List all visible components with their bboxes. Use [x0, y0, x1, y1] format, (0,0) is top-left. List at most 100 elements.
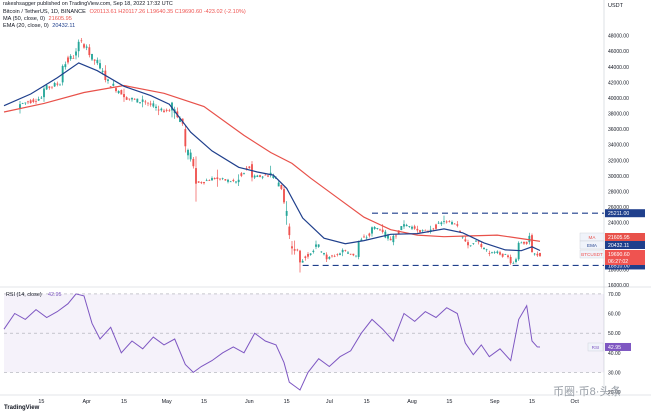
candle-body: [168, 110, 171, 112]
candle-body: [405, 224, 408, 227]
candle-body: [533, 253, 536, 255]
candle-body: [64, 64, 67, 68]
price-tick-label: 44000.00: [608, 65, 629, 71]
candle-body: [387, 234, 389, 239]
candle-body: [267, 175, 269, 177]
ma-legend-label: MA (50, close, 0): [3, 16, 45, 22]
candle-body: [187, 149, 189, 156]
candle-body: [160, 108, 163, 111]
time-tick-label: Jul: [326, 399, 333, 405]
time-tick-label: 15: [121, 399, 127, 405]
candle-body: [248, 166, 251, 169]
candle-body: [496, 251, 499, 253]
candle-body: [96, 59, 99, 64]
candle-body: [421, 230, 424, 232]
symbol-title: Bitcoin / TetherUS, 1D, BINANCE: [3, 9, 86, 15]
price-tick-label: 32000.00: [608, 158, 629, 164]
time-tick-label: 15: [201, 399, 207, 405]
rsi-value: 42.95: [48, 292, 62, 298]
candle-body: [520, 242, 523, 244]
candle-body: [205, 180, 208, 182]
candle-body: [139, 102, 141, 103]
time-tick-label: Jun: [245, 399, 254, 405]
candle-body: [536, 253, 539, 256]
candle-body: [485, 249, 488, 251]
candle-body: [531, 235, 533, 253]
candle-body: [240, 173, 243, 176]
time-tick-label: 15: [529, 399, 535, 405]
candle-body: [163, 110, 165, 112]
candle-body: [259, 175, 261, 177]
candle-body: [315, 244, 317, 247]
candle-body: [200, 182, 203, 184]
price-tick-label: 42000.00: [608, 80, 629, 86]
price-tick-label: 30000.00: [608, 174, 629, 180]
candle-body: [304, 256, 307, 258]
price-label-box: [605, 257, 645, 265]
candle-body: [381, 229, 384, 232]
candle-body: [469, 245, 472, 247]
rsi-tick-label: 60.00: [608, 312, 621, 318]
price-label-box: [605, 250, 645, 258]
price-label: 20432.11: [608, 243, 629, 249]
candle-body: [277, 182, 280, 187]
candle-body: [296, 249, 299, 251]
candle-body: [165, 109, 168, 111]
candle-body: [21, 103, 24, 104]
symbol-header: Bitcoin / TetherUS, 1D, BINANCE O20113.6…: [3, 9, 248, 16]
rsi-tick-label: 30.00: [608, 370, 621, 376]
candle-body: [72, 57, 75, 59]
price-label: 19690.60: [608, 252, 630, 258]
rsi-label-box: [605, 342, 631, 351]
candle-body: [325, 254, 328, 260]
candle-body: [232, 179, 235, 181]
candle-body: [499, 252, 501, 255]
candle-body: [283, 189, 285, 203]
candle-body: [269, 172, 272, 176]
candle-body: [285, 210, 288, 216]
candle-body: [317, 244, 320, 247]
candle-body: [501, 253, 504, 257]
price-label-box: [605, 233, 645, 241]
candle-body: [27, 101, 29, 103]
candle-body: [523, 241, 525, 244]
time-tick-label: Sep: [490, 399, 500, 405]
candle-body: [291, 246, 293, 249]
candle-body: [504, 254, 507, 255]
candle-body: [395, 235, 397, 237]
candle-body: [192, 158, 195, 167]
candle-body: [40, 97, 43, 99]
candle-body: [91, 53, 93, 60]
candle-body: [389, 238, 392, 241]
candle-body: [109, 86, 112, 88]
candle-body: [293, 249, 296, 251]
candle-body: [459, 231, 461, 232]
candle-body: [379, 229, 381, 231]
candle-body: [392, 235, 395, 243]
candle-body: [443, 221, 445, 222]
price-tick-label: 36000.00: [608, 127, 629, 133]
candle-body: [299, 250, 301, 263]
candle-body: [349, 253, 352, 255]
candle-body: [363, 236, 365, 238]
price-tick-label: 24000.00: [608, 221, 629, 227]
level-label: 25211.00: [608, 211, 629, 217]
candle-body: [51, 86, 53, 88]
candle-body: [45, 85, 48, 90]
rsi-tick-label: 20.00: [608, 390, 621, 396]
candle-body: [347, 252, 349, 254]
candle-body: [208, 180, 211, 181]
price-tick-label: 26000.00: [608, 205, 629, 211]
candle-body: [368, 233, 371, 236]
candle-body: [331, 255, 333, 257]
candle-body: [336, 254, 339, 255]
candle-body: [101, 70, 104, 72]
time-tick-label: Oct: [570, 399, 579, 405]
price-tick-label: 18000.00: [608, 267, 629, 273]
candle-body: [59, 84, 61, 86]
time-tick-label: 15: [38, 399, 44, 405]
candle-body: [453, 223, 456, 225]
candle-body: [493, 252, 496, 253]
candle-body: [320, 251, 323, 253]
